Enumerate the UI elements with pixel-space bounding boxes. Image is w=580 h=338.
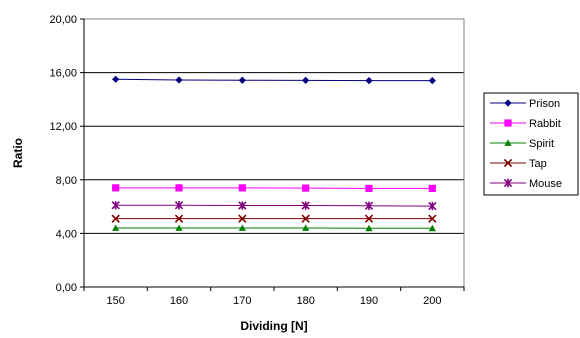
x-tick-label: 190 — [360, 295, 378, 307]
data-point — [238, 224, 246, 231]
data-point — [238, 76, 246, 84]
series-tap — [111, 214, 437, 223]
y-tick-label: 0,00 — [56, 282, 77, 294]
x-tick-label: 150 — [106, 295, 124, 307]
legend-label: Prison — [529, 98, 560, 110]
series-mouse — [111, 201, 437, 211]
data-point — [174, 201, 184, 210]
legend-label: Mouse — [529, 178, 562, 190]
x-axis-title: Dividing [N] — [240, 319, 307, 333]
data-point — [238, 214, 247, 223]
legend-item-prison: Prison — [490, 98, 560, 110]
legend-label: Rabbit — [529, 118, 561, 130]
x-tick-label: 160 — [170, 295, 188, 307]
data-point — [302, 76, 310, 84]
data-point — [302, 224, 310, 231]
data-point — [428, 184, 436, 192]
series-layer — [111, 75, 437, 232]
series-spirit — [112, 224, 436, 232]
data-point — [238, 184, 246, 192]
plot-area — [83, 18, 465, 288]
legend-item-tap: Tap — [490, 158, 547, 170]
y-tick-label: 20,00 — [49, 14, 77, 26]
data-point — [238, 201, 247, 210]
legend-marker — [503, 158, 513, 168]
series-line — [115, 78, 433, 82]
data-point — [301, 214, 310, 223]
legend-item-rabbit: Rabbit — [490, 118, 561, 130]
legend-item-mouse: Mouse — [490, 178, 562, 190]
data-point — [175, 184, 183, 192]
data-point — [175, 76, 183, 84]
data-point — [111, 201, 120, 210]
legend-marker — [504, 99, 512, 107]
y-tick-label: 16,00 — [49, 68, 77, 80]
series-prison — [112, 75, 436, 85]
data-point — [428, 224, 436, 232]
grid-lines — [84, 72, 464, 234]
data-point — [174, 214, 184, 223]
axes: 0,00 4,00 8,00 12,00 16,00 20,00 150 160 170 180 1… — [49, 14, 465, 307]
data-point — [112, 224, 120, 231]
x-tick-label: 170 — [233, 295, 251, 307]
series-rabbit — [112, 184, 436, 192]
y-tick-label: 12,00 — [49, 121, 77, 133]
legend-label: Tap — [529, 158, 547, 170]
data-point — [111, 214, 120, 223]
series-line — [115, 204, 433, 207]
data-point — [428, 201, 437, 211]
data-point — [365, 224, 373, 232]
data-point — [112, 75, 120, 83]
data-point — [428, 77, 436, 85]
y-tick-label: 4,00 — [56, 228, 77, 240]
data-point — [365, 77, 373, 85]
y-tick-label: 8,00 — [56, 175, 77, 187]
legend-marker — [503, 178, 513, 188]
legend-label: Spirit — [529, 138, 554, 150]
x-tick-label: 180 — [296, 295, 314, 307]
y-axis-title: Ratio — [11, 138, 25, 168]
series-line — [115, 187, 433, 189]
legend-marker — [504, 139, 512, 146]
data-point — [365, 184, 373, 192]
legend-marker — [504, 119, 512, 127]
data-point — [364, 214, 374, 223]
data-point — [301, 201, 310, 210]
data-point — [364, 201, 374, 210]
data-point — [302, 184, 310, 192]
data-point — [175, 224, 183, 231]
data-point — [112, 184, 120, 192]
x-tick-label: 200 — [423, 295, 441, 307]
data-point — [428, 214, 437, 223]
legend-box — [483, 92, 579, 196]
legend-item-spirit: Spirit — [490, 138, 554, 150]
legend: Prison Rabbit Spirit Tap Mouse — [483, 92, 579, 196]
